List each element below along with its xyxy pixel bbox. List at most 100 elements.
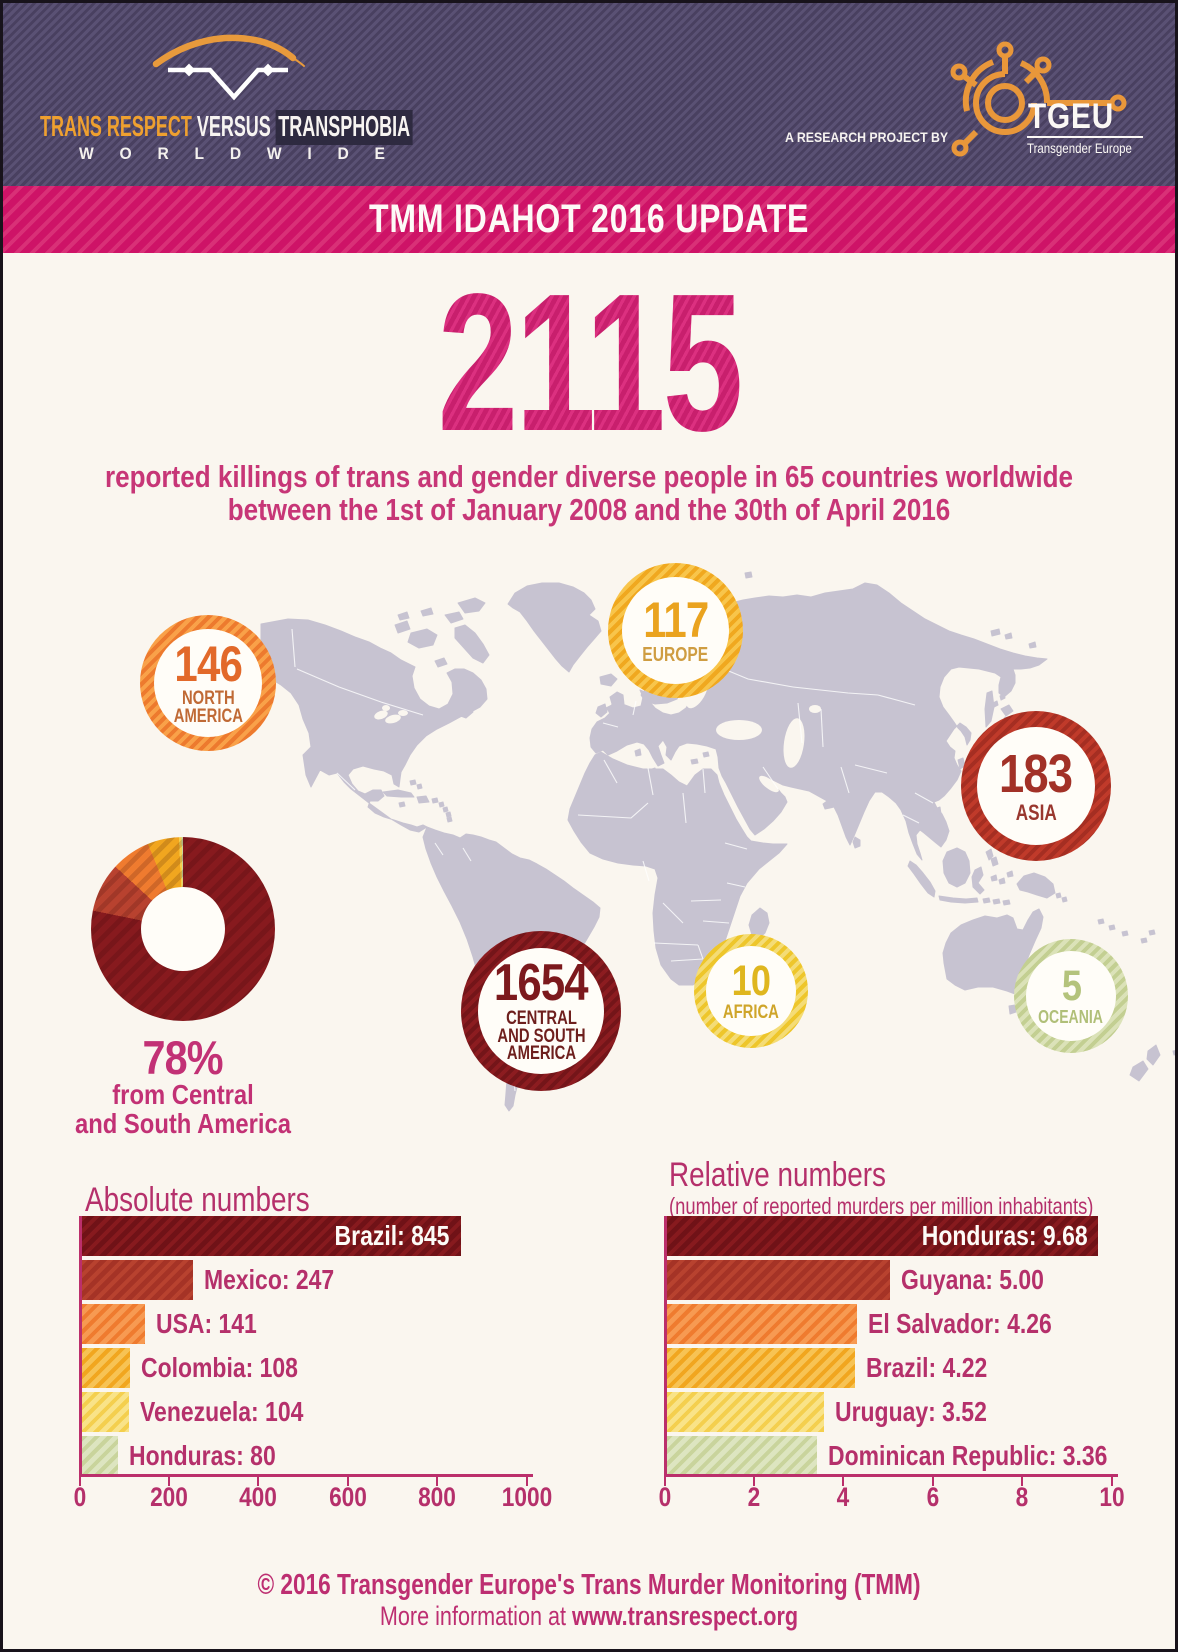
badge-central-south-america-value: 1654 — [494, 954, 589, 1013]
absolute-chart-y-axis — [79, 1216, 82, 1477]
bar-brazil-rel — [667, 1348, 855, 1388]
badge-north-america: 146 NORTH AMERICA — [140, 615, 276, 751]
tick — [932, 1477, 934, 1486]
bar-row: Mexico: 247 — [82, 1260, 362, 1300]
tick-label: 1000 — [501, 1482, 553, 1512]
footer-info: More information at www.transrespect.org — [120, 1601, 1058, 1632]
tick — [664, 1477, 666, 1486]
bar-row: Venezuela: 104 — [82, 1392, 339, 1432]
bar-brazil-label: Brazil: 845 — [335, 1220, 450, 1251]
tgeu-name: TGEU — [1028, 97, 1115, 136]
transrespect-logo: TRANS RESPECT VERSUS TRANSPHOBIA WORLDWI… — [37, 23, 437, 163]
badge-europe: 117 EUROPE — [608, 563, 743, 698]
bar-row: Brazil: 4.22 — [667, 1348, 1014, 1388]
badge-inner-disc: 5 OCEANIA — [1026, 951, 1116, 1041]
bar-colombia-label: Colombia: 108 — [141, 1352, 299, 1383]
tick-label: 400 — [239, 1482, 277, 1512]
bar-row: Honduras: 9.68 — [667, 1216, 1099, 1256]
absolute-chart-title: Absolute numbers — [85, 1181, 310, 1219]
bar-honduras-rel-label: Honduras: 9.68 — [921, 1220, 1088, 1251]
bar-uruguay — [667, 1392, 824, 1432]
badge-central-south-america-label: CENTRAL AND SOUTH AMERICA — [496, 1008, 586, 1065]
bar-honduras-label: Honduras: 80 — [128, 1440, 276, 1471]
bar-guyana — [667, 1260, 890, 1300]
logo-word-transphobia: TRANSPHOBIA — [275, 110, 413, 145]
tick — [168, 1477, 170, 1486]
badge-africa-label: AFRICA — [723, 1001, 779, 1023]
badge-oceania: 5 OCEANIA — [1014, 939, 1128, 1053]
tick — [347, 1477, 349, 1486]
relative-chart: Honduras: 9.68 Guyana: 5.00 El Salvador:… — [659, 1216, 1134, 1516]
badge-europe-value: 117 — [642, 591, 709, 648]
badge-inner-disc: 10 AFRICA — [706, 946, 796, 1036]
tick-label: 6 — [926, 1482, 940, 1512]
bar-venezuela-label: Venezuela: 104 — [139, 1396, 303, 1427]
badge-north-america-value: 146 — [174, 635, 242, 692]
bar-row: Honduras: 80 — [82, 1436, 308, 1476]
bar-row: Brazil: 845 — [82, 1216, 461, 1256]
tick-label: 0 — [658, 1482, 672, 1512]
footer-info-prefix: More information at — [379, 1601, 573, 1631]
pulse-arc-icon — [152, 34, 305, 101]
hero-subtitle: reported killings of trans and gender di… — [97, 459, 1081, 527]
title-banner: TMM IDAHOT 2016 UPDATE — [3, 186, 1175, 253]
bar-honduras-rel: Honduras: 9.68 — [667, 1216, 1099, 1256]
bar-mexico — [82, 1260, 193, 1300]
bar-row: Guyana: 5.00 — [667, 1260, 1075, 1300]
tgeu-subtitle: Transgender Europe — [1027, 140, 1132, 156]
bar-usa — [82, 1304, 146, 1344]
badge-europe-label: EUROPE — [642, 644, 709, 667]
bar-colombia — [82, 1348, 131, 1388]
badge-central-south-america: 1654 CENTRAL AND SOUTH AMERICA — [461, 931, 621, 1091]
tgeu-divider — [1027, 136, 1143, 138]
absolute-chart: Brazil: 845 Mexico: 247 USA: 141 Colombi… — [74, 1216, 552, 1516]
footer-url: www.transrespect.org — [572, 1601, 799, 1631]
donut-caption-line2: and South America — [74, 1107, 292, 1139]
badge-inner-disc: 183 ASIA — [977, 727, 1095, 845]
tick — [1111, 1477, 1113, 1486]
footer-copyright: © 2016 Transgender Europe's Trans Murder… — [257, 1569, 921, 1601]
tick — [842, 1477, 844, 1486]
tick-label: 8 — [1015, 1482, 1029, 1512]
bar-guyana-label: Guyana: 5.00 — [900, 1264, 1044, 1295]
bar-dominican-republic — [667, 1436, 817, 1476]
badge-inner-disc: 1654 CENTRAL AND SOUTH AMERICA — [478, 948, 604, 1074]
bar-dominican-republic-label: Dominican Republic: 3.36 — [827, 1440, 1108, 1471]
bar-el-salvador-label: El Salvador: 4.26 — [867, 1308, 1052, 1339]
bar-row: Colombia: 108 — [82, 1348, 333, 1388]
region-share-donut — [91, 837, 275, 1021]
tick-label: 10 — [1099, 1482, 1125, 1512]
tick — [79, 1477, 81, 1486]
donut-caption-line1: from Central — [112, 1079, 254, 1110]
total-count: 2115 — [155, 265, 1022, 461]
tick-label: 0 — [73, 1482, 87, 1512]
tick-label: 600 — [329, 1482, 367, 1512]
bar-el-salvador — [667, 1304, 857, 1344]
page-title: TMM IDAHOT 2016 UPDATE — [368, 197, 810, 241]
relative-chart-y-axis — [664, 1216, 667, 1477]
bar-uruguay-label: Uruguay: 3.52 — [834, 1396, 987, 1427]
tick-label: 2 — [747, 1482, 761, 1512]
bar-row: El Salvador: 4.26 — [667, 1304, 1092, 1344]
tick-label: 200 — [150, 1482, 188, 1512]
bar-venezuela — [82, 1392, 129, 1432]
tgeu-logo: TGEU Transgender Europe — [943, 41, 1163, 171]
badge-inner-disc: 146 NORTH AMERICA — [154, 629, 262, 737]
relative-chart-subtitle: (number of reported murders per million … — [669, 1193, 1094, 1219]
header-band: TRANS RESPECT VERSUS TRANSPHOBIA WORLDWI… — [3, 3, 1175, 186]
hero-subtitle-line1: reported killings of trans and gender di… — [104, 459, 1074, 494]
relative-chart-x-axis — [664, 1474, 1118, 1477]
logo-word-versus: VERSUS — [196, 111, 271, 143]
donut-caption: 78% from Central and South America — [38, 1034, 328, 1138]
badge-oceania-value: 5 — [1061, 962, 1081, 1011]
badge-asia-value: 183 — [999, 744, 1073, 805]
donut-hole — [141, 887, 225, 971]
badge-asia-label: ASIA — [1015, 799, 1057, 825]
badge-inner-disc: 117 EUROPE — [622, 577, 729, 684]
tgeu-circuit-icon — [950, 41, 1127, 157]
logo-word-transrespect: TRANS RESPECT — [40, 111, 192, 143]
tick — [753, 1477, 755, 1486]
bar-mexico-label: Mexico: 247 — [203, 1264, 334, 1295]
tick-label: 4 — [836, 1482, 850, 1512]
bar-usa-label: USA: 141 — [156, 1308, 257, 1339]
